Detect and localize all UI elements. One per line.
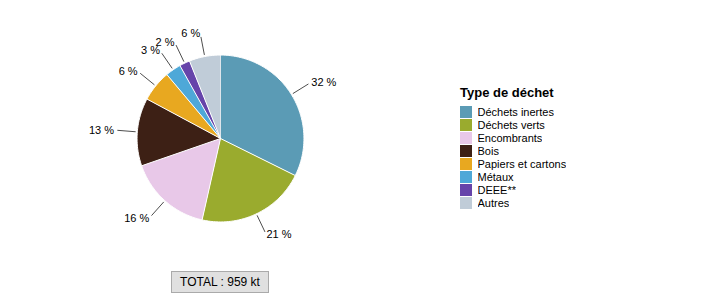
svg-text:16 %: 16 %	[124, 212, 149, 224]
html-text:Métaux: Métaux	[477, 170, 514, 183]
svg-text:21 %: 21 %	[266, 228, 291, 240]
svg-text:2 %: 2 %	[156, 36, 175, 48]
svg-text:32 %: 32 %	[311, 76, 336, 88]
html-text:TOTAL : 959 kt: TOTAL : 959 kt	[180, 275, 260, 289]
svg-text:3 %: 3 %	[141, 44, 160, 56]
html-text:Autres: Autres	[477, 196, 510, 209]
html-text:Papiers et cartons: Papiers et cartons	[477, 157, 567, 170]
svg-text:6 %: 6 %	[181, 27, 200, 39]
html-text:Encombrants: Encombrants	[477, 131, 543, 144]
svg-text:6 %: 6 %	[119, 65, 138, 77]
html-text:Type de déchet: Type de déchet	[460, 84, 554, 100]
html-text:Bois: Bois	[477, 144, 499, 157]
html-text:Déchets verts: Déchets verts	[477, 118, 545, 131]
html-text:DEEE**: DEEE**	[477, 183, 516, 196]
html-text:Déchets inertes: Déchets inertes	[477, 105, 554, 118]
svg-text:13 %: 13 %	[89, 124, 114, 136]
